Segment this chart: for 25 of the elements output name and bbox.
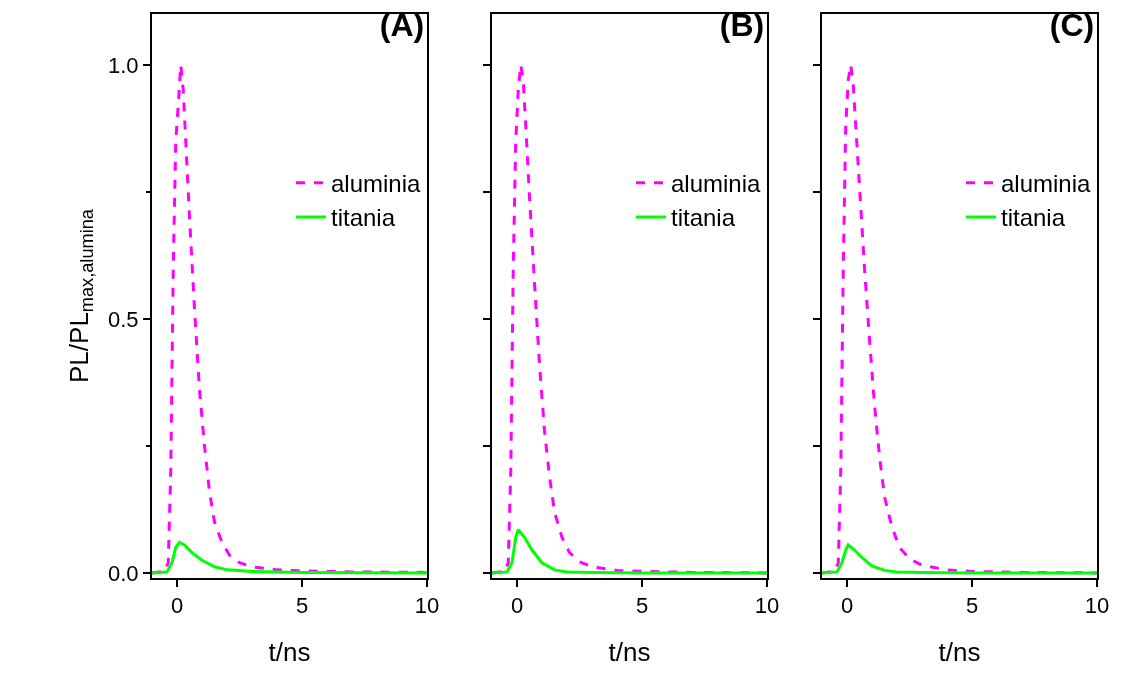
x-tick-label: 10: [414, 593, 440, 619]
line-series: [152, 540, 427, 575]
x-axis-title: t/ns: [268, 636, 311, 667]
legend-label: aluminia: [671, 170, 762, 198]
legend-label: titania: [671, 204, 736, 232]
x-tick-label: 10: [754, 593, 780, 619]
legend-label: aluminia: [331, 170, 422, 198]
x-tick-label: 5: [635, 593, 649, 619]
y-tick-label: 1.0: [108, 52, 139, 78]
legend-label: aluminia: [1001, 170, 1092, 198]
chart-title: (B): [719, 7, 765, 44]
chart-title: (A): [379, 7, 425, 44]
legend-label: titania: [1001, 204, 1066, 232]
x-tick-label: 5: [965, 593, 979, 619]
x-axis-title: t/ns: [608, 636, 651, 667]
legend-label: titania: [331, 204, 396, 232]
y-tick-label: 0.5: [108, 306, 139, 332]
x-tick-label: 0: [840, 593, 854, 619]
x-tick-label: 0: [510, 593, 524, 619]
x-tick-label: 10: [1084, 593, 1110, 619]
x-tick-label: 0: [170, 593, 184, 619]
x-tick-label: 5: [295, 593, 309, 619]
chart-title: (C): [1049, 7, 1095, 44]
x-axis-title: t/ns: [938, 636, 981, 667]
y-tick-label: 0.0: [108, 560, 139, 586]
